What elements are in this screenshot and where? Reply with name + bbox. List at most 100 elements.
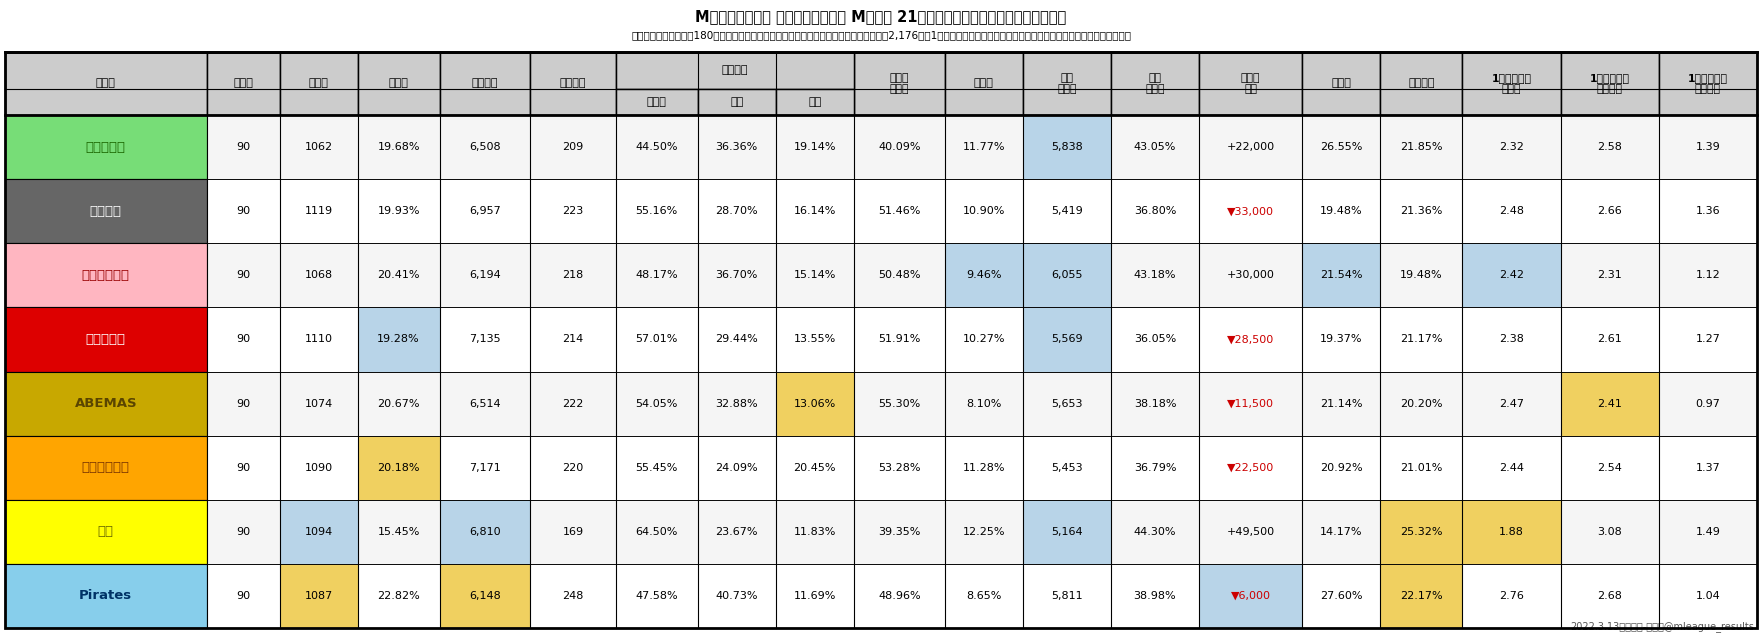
Bar [206,500,280,564]
Text: 20.67%: 20.67% [377,399,419,408]
Bar [775,243,855,307]
Bar [1561,564,1658,628]
Bar [1022,371,1110,436]
Text: 9.46%: 9.46% [966,270,1001,280]
Text: 平均
放銃点: 平均 放銃点 [1057,73,1077,94]
Text: 7,135: 7,135 [469,335,500,345]
Bar [1022,243,1110,307]
Bar [358,436,439,500]
Bar [1462,307,1561,371]
Bar [1110,436,1198,500]
Bar [530,243,617,307]
Bar [1561,307,1658,371]
Text: 5,453: 5,453 [1050,462,1082,473]
Text: チーム: チーム [95,78,116,88]
Text: サクラナイツ: サクラナイツ [81,269,130,282]
Bar [1380,179,1462,243]
Text: 6,148: 6,148 [469,591,500,601]
Text: 2.48: 2.48 [1499,206,1524,216]
Text: 57.01%: 57.01% [636,335,678,345]
Bar [1658,179,1757,243]
Text: 90: 90 [236,462,250,473]
Text: 2.58: 2.58 [1596,142,1623,152]
Text: 打荘数: 打荘数 [233,78,254,88]
Bar [530,179,617,243]
Text: 1.04: 1.04 [1695,591,1720,601]
Bar [944,179,1022,243]
Text: 8.10%: 8.10% [966,399,1001,408]
Bar [1198,371,1302,436]
Text: 1094: 1094 [305,527,333,537]
Bar [1658,52,1757,115]
Text: 2.68: 2.68 [1596,591,1623,601]
Text: 2.54: 2.54 [1596,462,1623,473]
Text: 40.09%: 40.09% [877,142,920,152]
Bar [1380,436,1462,500]
Bar [855,52,944,115]
Bar [280,436,358,500]
Text: 1試合あたり
リーチ数: 1試合あたり リーチ数 [1589,73,1630,94]
Text: 19.48%: 19.48% [1320,206,1362,216]
Text: 12.25%: 12.25% [962,527,1004,537]
Text: 44.30%: 44.30% [1133,527,1177,537]
Bar [1380,371,1462,436]
Text: 6,514: 6,514 [469,399,500,408]
Bar [1302,307,1380,371]
Bar [1022,115,1110,179]
Bar [944,115,1022,179]
Bar [280,500,358,564]
Bar [5,243,206,307]
Text: +30,000: +30,000 [1226,270,1274,280]
Bar [698,436,775,500]
Text: 40.73%: 40.73% [715,591,758,601]
Text: 90: 90 [236,142,250,152]
Text: 2.47: 2.47 [1499,399,1524,408]
Bar [1462,52,1561,115]
Bar [5,52,206,115]
Text: 1090: 1090 [305,462,333,473]
Bar [1198,436,1302,500]
Bar [1110,500,1198,564]
Text: レギュラーシーズン全180試合におけるチーム・個人別の打ち筋データとなります　一度2,176局・1局全体にリチェックをかけましたので、一旦確報値としてお知らせし: レギュラーシーズン全180試合におけるチーム・個人別の打ち筋データとなります 一… [631,30,1131,40]
Text: 0.97: 0.97 [1695,399,1720,408]
Text: 聴牌料
収支: 聴牌料 収支 [1240,73,1260,94]
Bar [944,564,1022,628]
Text: 放銃率: 放銃率 [974,78,994,88]
Text: 47.58%: 47.58% [636,591,678,601]
Bar [775,89,855,115]
Text: 36.70%: 36.70% [715,270,758,280]
Text: 11.83%: 11.83% [793,527,835,537]
Bar [530,307,617,371]
Text: 副露率: 副露率 [1332,78,1351,88]
Text: ABEMAS: ABEMAS [74,397,137,410]
Text: 1.36: 1.36 [1695,206,1720,216]
Bar [280,52,358,115]
Bar [1022,436,1110,500]
Text: 19.93%: 19.93% [377,206,419,216]
Bar [1198,179,1302,243]
Bar [358,371,439,436]
Bar [617,371,698,436]
Bar [698,500,775,564]
Text: 1119: 1119 [305,206,333,216]
Bar [1022,179,1110,243]
Bar [1198,243,1302,307]
Bar [1380,500,1462,564]
Text: 55.16%: 55.16% [636,206,678,216]
Bar [1462,564,1561,628]
Bar [1658,436,1757,500]
Bar [206,115,280,179]
Text: 2.66: 2.66 [1598,206,1623,216]
Bar [5,564,206,628]
Text: 黙聴: 黙聴 [809,97,821,107]
Bar [944,307,1022,371]
Bar [698,115,775,179]
Text: 27.60%: 27.60% [1320,591,1362,601]
Text: 1068: 1068 [305,270,333,280]
Text: 21.17%: 21.17% [1401,335,1443,345]
Bar [775,564,855,628]
Bar [1380,564,1462,628]
Bar [617,307,698,371]
Text: 24.09%: 24.09% [715,462,758,473]
Text: 19.48%: 19.48% [1401,270,1443,280]
